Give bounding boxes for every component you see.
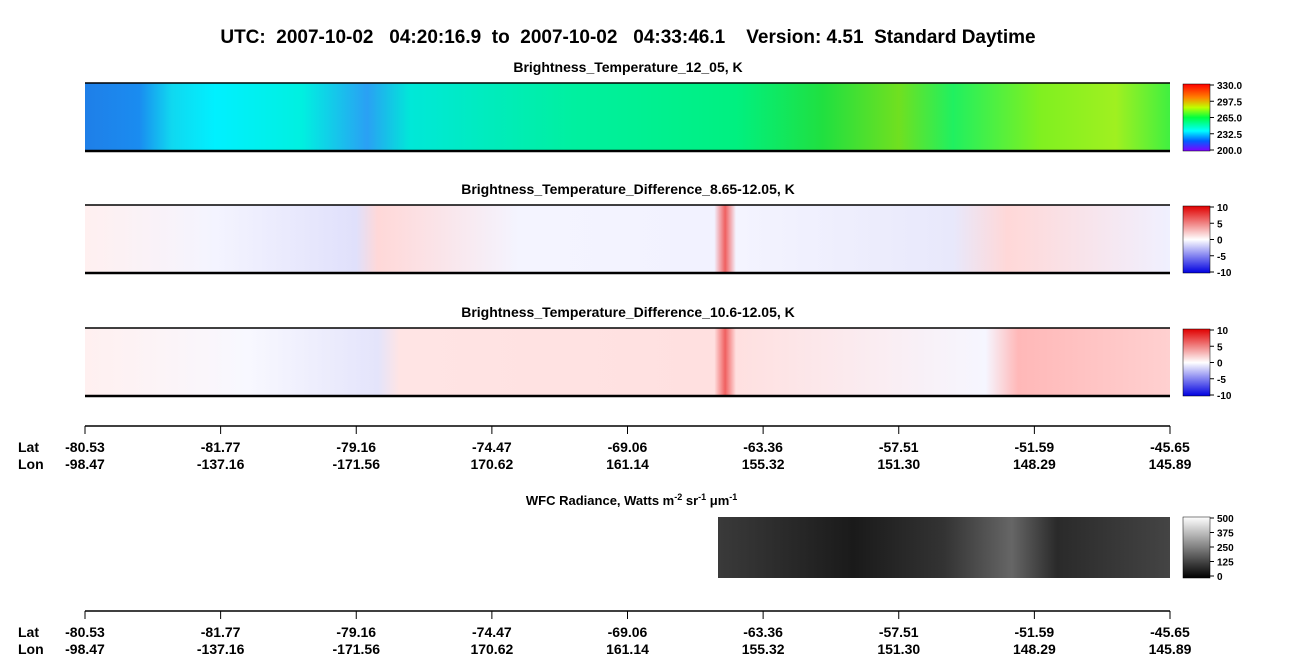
lon-value: 145.89	[1149, 456, 1192, 472]
lon-value: 151.30	[877, 641, 920, 657]
lon-value: 161.14	[606, 641, 649, 657]
lon-value: 148.29	[1013, 641, 1056, 657]
colorbar-label: 375	[1217, 529, 1234, 540]
lat-value: -57.51	[879, 439, 919, 455]
colorbar-label: 10	[1217, 203, 1229, 214]
lon-value: -98.47	[65, 641, 105, 657]
wfc-title-part: μm	[706, 493, 729, 508]
lat-value: -79.16	[336, 439, 376, 455]
lat-value: -63.36	[743, 439, 783, 455]
colorbar-label: -5	[1217, 375, 1226, 386]
wfc-title-part: sr	[682, 493, 698, 508]
wfc-image	[718, 517, 1170, 578]
lat-value: -74.47	[472, 624, 512, 640]
colorbar-label: 0	[1217, 359, 1223, 370]
page-title: UTC: 2007-10-02 04:20:16.9 to 2007-10-02…	[220, 27, 1035, 48]
colorbar-label: 125	[1217, 558, 1234, 569]
colorbar-label: 232.5	[1217, 130, 1242, 141]
lat-value: -74.47	[472, 439, 512, 455]
lat-label: Lat	[18, 439, 39, 455]
panel-image	[85, 328, 1170, 396]
lon-label: Lon	[18, 641, 44, 657]
lon-value: -137.16	[197, 456, 245, 472]
lat-label: Lat	[18, 624, 39, 640]
lon-value: 145.89	[1149, 641, 1192, 657]
wfc-title-part: -1	[729, 492, 737, 502]
panel-image	[85, 83, 1170, 151]
lat-value: -51.59	[1015, 624, 1055, 640]
colorbar-label: 297.5	[1217, 97, 1242, 108]
lon-value: 155.32	[742, 641, 785, 657]
wfc-title-part: -1	[698, 492, 706, 502]
colorbar-label: 0	[1217, 572, 1223, 583]
lon-value: -98.47	[65, 456, 105, 472]
lat-value: -69.06	[608, 439, 648, 455]
colorbar	[1182, 205, 1211, 274]
lat-value: -79.16	[336, 624, 376, 640]
lon-value: 151.30	[877, 456, 920, 472]
lat-value: -80.53	[65, 439, 105, 455]
lat-value: -81.77	[201, 439, 241, 455]
lon-value: -137.16	[197, 641, 245, 657]
colorbar	[1182, 83, 1211, 152]
wfc-title-part: -2	[674, 492, 682, 502]
lat-value: -80.53	[65, 624, 105, 640]
colorbar-label: 330.0	[1217, 81, 1242, 92]
lon-value: 161.14	[606, 456, 649, 472]
colorbar	[1182, 516, 1211, 579]
colorbar-label: 200.0	[1217, 146, 1242, 157]
colorbar-label: -10	[1217, 268, 1232, 279]
colorbar-label: 500	[1217, 514, 1234, 525]
lon-value: 170.62	[470, 456, 513, 472]
panel-title: Brightness_Temperature_12_05, K	[513, 59, 742, 75]
panel-title: Brightness_Temperature_Difference_8.65-1…	[461, 181, 795, 197]
colorbar-label: -10	[1217, 391, 1232, 402]
lon-value: 148.29	[1013, 456, 1056, 472]
colorbar-label: 5	[1217, 219, 1223, 230]
lon-value: 155.32	[742, 456, 785, 472]
wfc-title: WFC Radiance, Watts m-2 sr-1 μm-1	[515, 488, 741, 508]
colorbar-label: -5	[1217, 252, 1226, 263]
lat-value: -69.06	[608, 624, 648, 640]
panel-image	[85, 205, 1170, 273]
lat-value: -45.65	[1150, 624, 1190, 640]
lon-value: -171.56	[333, 456, 381, 472]
lon-value: 170.62	[470, 641, 513, 657]
lat-value: -45.65	[1150, 439, 1190, 455]
lon-value: -171.56	[333, 641, 381, 657]
colorbar	[1182, 328, 1211, 397]
lat-value: -51.59	[1015, 439, 1055, 455]
colorbar-label: 5	[1217, 342, 1223, 353]
lat-value: -81.77	[201, 624, 241, 640]
panel-title: Brightness_Temperature_Difference_10.6-1…	[461, 304, 795, 320]
colorbar-label: 250	[1217, 543, 1234, 554]
lat-value: -63.36	[743, 624, 783, 640]
colorbar-label: 10	[1217, 326, 1229, 337]
wfc-title-part: WFC Radiance, Watts m	[526, 493, 674, 508]
colorbar-label: 0	[1217, 236, 1223, 247]
colorbar-label: 265.0	[1217, 114, 1242, 125]
lon-label: Lon	[18, 456, 44, 472]
lat-value: -57.51	[879, 624, 919, 640]
